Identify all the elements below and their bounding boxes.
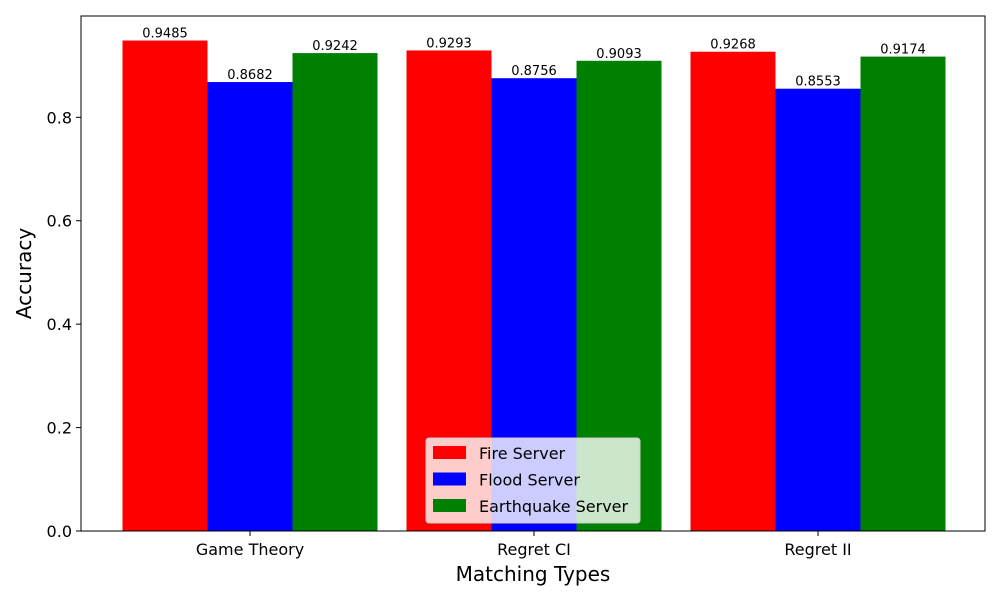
bar-fire-server-3: [690, 51, 776, 532]
x-tick-label: Game Theory: [196, 540, 304, 559]
legend-swatch-flood-server: [433, 472, 466, 486]
legend-label: Earthquake Server: [479, 497, 629, 516]
data-label: 0.8682: [227, 68, 273, 83]
bar-earthquake-server-3: [860, 56, 946, 532]
legend: Fire Server Flood Server Earthquake Server: [425, 437, 641, 524]
legend-swatch-fire-server: [433, 446, 466, 459]
y-tick-label: 0.2: [47, 419, 72, 438]
data-labels-layer: 0.9485 0.9293 0.9268 0.8682 0.8756 0.8553 0.92…: [142, 27, 926, 90]
data-label: 0.8553: [795, 75, 841, 90]
data-label: 0.9093: [596, 47, 642, 62]
data-label: 0.9485: [142, 27, 188, 42]
bar-flood-server-3: [775, 88, 861, 532]
x-axis: Game Theory Regret CI Regret II: [196, 531, 852, 559]
data-label: 0.9174: [880, 43, 926, 58]
legend-label: Flood Server: [479, 471, 580, 490]
bar-earthquake-server-1: [292, 53, 378, 532]
x-tick-label: Regret CI: [497, 540, 571, 559]
legend-box: [425, 437, 641, 524]
x-tick-label: Regret II: [784, 540, 851, 559]
legend-swatch-earthquake-server: [433, 499, 466, 512]
y-axis: 0.0 0.2 0.4 0.6 0.8: [47, 108, 81, 541]
data-label: 0.9242: [312, 39, 358, 54]
x-axis-title: Matching Types: [456, 562, 611, 586]
y-tick-label: 0.4: [47, 315, 72, 334]
y-tick-label: 0.8: [47, 108, 72, 127]
y-axis-title: Accuracy: [12, 228, 36, 319]
y-tick-label: 0.6: [47, 212, 72, 231]
data-label: 0.9293: [426, 36, 472, 51]
data-label: 0.9268: [710, 38, 756, 53]
plot-frame: [80, 15, 986, 532]
bar-fire-server-1: [122, 40, 208, 531]
y-tick-label: 0.0: [47, 522, 72, 541]
data-label: 0.8756: [511, 64, 557, 79]
legend-label: Fire Server: [479, 444, 566, 463]
bar-flood-server-1: [207, 82, 293, 531]
